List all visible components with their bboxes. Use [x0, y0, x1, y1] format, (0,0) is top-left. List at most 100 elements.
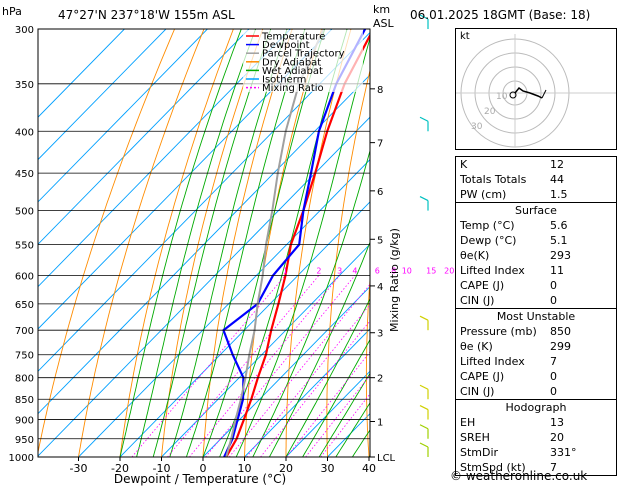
- pressure-tick-label: 700: [15, 326, 34, 337]
- wet-adiabat-line: [302, 338, 370, 457]
- surface-value: 293: [550, 249, 571, 262]
- isotherm-line: [38, 29, 208, 203]
- wind-barb-flag: [419, 14, 429, 20]
- surface-value: 5.6: [550, 219, 568, 232]
- isotherm-line: [285, 370, 370, 457]
- dry-adiabat-line: [161, 29, 264, 457]
- dry-adiabat-line: [38, 29, 176, 455]
- hodograph-label: StmDir: [460, 446, 499, 459]
- pressure-tick-label: 600: [15, 271, 34, 282]
- temp-tick-label: -30: [70, 462, 88, 475]
- unstable-label: CIN (J): [460, 385, 495, 398]
- surface-label: Lifted Index: [460, 264, 525, 277]
- location-title: 47°27'N 237°18'W 155m ASL: [58, 8, 235, 22]
- plot-frame: [37, 28, 371, 458]
- index-label: Totals Totals: [460, 173, 527, 186]
- hodograph-plot: 10 20 30: [456, 34, 616, 148]
- unstable-label: Pressure (mb): [460, 325, 537, 338]
- isotherm-line: [202, 285, 370, 457]
- mixing-ratio-label: 2: [316, 266, 321, 275]
- legend-label: Dry Adiabat: [262, 57, 321, 68]
- mixing-ratio-line: [286, 351, 370, 457]
- temp-tick-label: 20: [279, 462, 293, 475]
- pressure-tick-label: 400: [15, 127, 34, 138]
- km-tick-label: 7: [377, 139, 383, 150]
- index-label: K: [460, 158, 468, 171]
- hodograph-unit: kt: [460, 31, 470, 42]
- surface-heading: Surface: [456, 202, 616, 218]
- hodograph-heading: Hodograph: [456, 399, 616, 415]
- temp-tick-label: 0: [200, 462, 207, 475]
- mixing-ratio-label: 1: [283, 266, 288, 275]
- dry-adiabat-line: [326, 68, 370, 457]
- isotherm-line: [38, 74, 370, 415]
- mixing-ratio-line: [131, 275, 286, 457]
- surface-value: 0: [550, 279, 557, 292]
- km-tick-label: 6: [377, 187, 383, 198]
- index-value: 44: [550, 173, 564, 186]
- legend-label: Temperature: [261, 32, 325, 43]
- hodograph-value: 20: [550, 431, 564, 444]
- legend-label: Parcel Trajectory: [262, 49, 345, 60]
- unstable-value: 0: [550, 370, 557, 383]
- legend-label: Isotherm: [262, 75, 306, 86]
- hodo-ring-label: 20: [484, 107, 496, 117]
- wind-barb-flag: [419, 315, 429, 321]
- unstable-heading: Most Unstable: [456, 308, 616, 324]
- pressure-tick-label: 500: [15, 207, 34, 218]
- mixing-ratio-label: 3: [337, 266, 342, 275]
- km-tick-label: 4: [377, 282, 383, 293]
- legend-bg: [243, 30, 363, 92]
- hodograph-value: 331°: [550, 446, 577, 459]
- unstable-label: CAPE (J): [460, 370, 505, 383]
- unstable-value: 299: [550, 340, 571, 353]
- hodo-trace: [514, 86, 543, 99]
- surface-label: Temp (°C): [460, 219, 515, 232]
- pressure-tick-label: 950: [15, 435, 34, 446]
- unstable-value: 0: [550, 385, 557, 398]
- km-tick-label: LCL: [377, 453, 396, 464]
- temp-tick-label: 10: [238, 462, 252, 475]
- mixing-ratio-label: 6: [375, 266, 380, 275]
- km-tick-label: 3: [377, 329, 383, 340]
- surface-label: CIN (J): [460, 294, 495, 307]
- km-tick-label: 2: [377, 374, 383, 385]
- mixing-ratio-label: 15: [426, 266, 436, 275]
- hodograph-label: EH: [460, 416, 476, 429]
- hodograph-value: 7: [550, 461, 557, 474]
- hpa-axis-label: hPa: [2, 5, 22, 18]
- pressure-tick-label: 750: [15, 351, 34, 362]
- datetime-title: 06.01.2025 18GMT (Base: 18): [410, 8, 591, 22]
- dry-adiabat-line: [405, 29, 440, 457]
- isotherm-line: [38, 29, 125, 118]
- pressure-tick-label: 350: [15, 80, 34, 91]
- unstable-value: 7: [550, 355, 557, 368]
- pressure-tick-label: 800: [15, 374, 34, 385]
- indices-table: K 12 Totals Totals 44 PW (cm) 1.5 Surface T…: [455, 156, 617, 476]
- surface-value: 0: [550, 294, 557, 307]
- legend-label: Wet Adiabat: [262, 66, 323, 77]
- pressure-tick-label: 900: [15, 416, 34, 427]
- pressure-tick-label: 850: [15, 395, 34, 406]
- pressure-tick-label: 650: [15, 300, 34, 311]
- hodograph-box: kt 10 20 30: [455, 28, 617, 150]
- km-tick-label: 8: [377, 85, 383, 96]
- isotherm-line: [161, 243, 370, 457]
- surface-value: 5.1: [550, 234, 568, 247]
- km-tick-label: 1: [377, 418, 383, 429]
- copyright: © weatheronline.co.uk: [450, 469, 588, 483]
- hodo-storm-motion: [541, 89, 547, 99]
- temp-tick-label: 30: [321, 462, 335, 475]
- pressure-tick-label: 550: [15, 240, 34, 251]
- hodograph-label: SREH: [460, 431, 490, 444]
- temp-tick-label: -20: [111, 462, 129, 475]
- index-value: 12: [550, 158, 564, 171]
- unstable-label: Lifted Index: [460, 355, 525, 368]
- wind-barb-flag: [419, 442, 429, 448]
- wet-adiabat-line: [119, 29, 242, 457]
- hodograph-value: 13: [550, 416, 564, 429]
- km-axis-label: km: [373, 3, 391, 16]
- wet-adiabat-line: [136, 29, 257, 457]
- wind-barb-flag: [419, 424, 429, 430]
